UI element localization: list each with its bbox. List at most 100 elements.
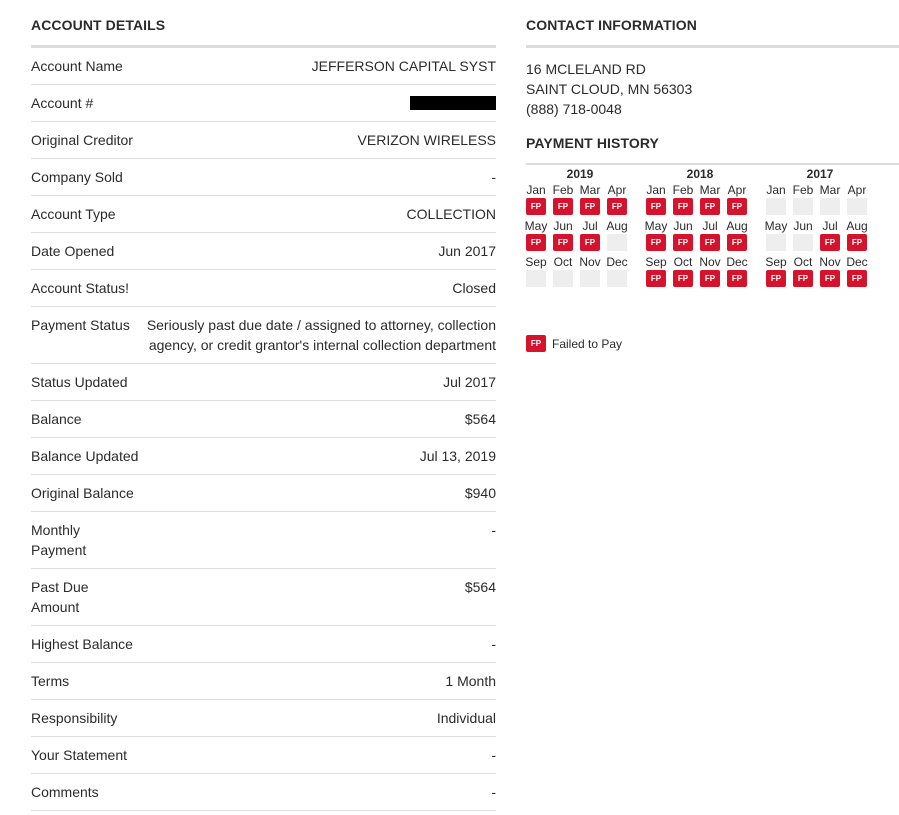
row-value: - (491, 747, 496, 763)
row-value: - (491, 522, 496, 538)
fp-badge: FP (553, 198, 573, 215)
row-value: Jun 2017 (438, 243, 496, 259)
row-label: Account Name (31, 58, 123, 74)
month-label: Dec (606, 255, 628, 269)
month-label: Nov (819, 255, 841, 269)
row-label: Highest Balance (31, 636, 133, 652)
empty-month-cell (553, 270, 573, 287)
fp-badge: FP (700, 198, 720, 215)
fp-badge: FP (793, 270, 813, 287)
fp-badge: FP (553, 234, 573, 251)
fp-badge: FP (847, 234, 867, 251)
legend-fp-badge: FP (526, 335, 546, 352)
month-label: Jul (582, 219, 598, 233)
fp-badge: FP (580, 198, 600, 215)
address-line-2: SAINT CLOUD, MN 56303 (526, 81, 693, 97)
month-label: May (644, 219, 668, 233)
row-value: Individual (436, 710, 496, 726)
fp-badge: FP (700, 270, 720, 287)
table-row: Payment Status Seriously past due date /… (31, 307, 496, 364)
row-label: Past Due Amount (31, 579, 89, 615)
row-label: Original Balance (31, 485, 134, 501)
month-label: Mar (819, 183, 841, 197)
empty-month-cell (526, 270, 546, 287)
row-value: 1 Month (445, 673, 496, 689)
month-label: Jan (646, 183, 666, 197)
month-label: May (524, 219, 548, 233)
table-row: Past Due Amount $564 (31, 569, 496, 626)
month-label: Jul (702, 219, 718, 233)
row-value: Jul 2017 (443, 374, 496, 390)
year-label: 2017 (806, 167, 834, 181)
payment-history-legend: FP Failed to Pay (526, 335, 622, 352)
fp-badge: FP (646, 198, 666, 215)
row-label: Monthly Payment (31, 522, 87, 558)
fp-badge: FP (727, 270, 747, 287)
fp-badge: FP (580, 234, 600, 251)
row-label: Status Updated (31, 374, 128, 390)
month-label: Oct (553, 255, 573, 269)
fp-badge: FP (673, 270, 693, 287)
table-row: Account # (31, 85, 496, 122)
year-block: 2017 Jan Feb Mar Apr May Jun Jul Aug FP FP Sep Oct No… (765, 166, 874, 290)
month-label: May (764, 219, 788, 233)
month-label: Mar (699, 183, 721, 197)
empty-month-cell (607, 270, 627, 287)
phone-number: (888) 718-0048 (526, 101, 622, 117)
table-row: Balance $564 (31, 401, 496, 438)
empty-month-cell (820, 198, 840, 215)
month-label: Oct (673, 255, 693, 269)
fp-badge: FP (766, 270, 786, 287)
table-row: Account Status! Closed (31, 270, 496, 307)
empty-month-cell (847, 198, 867, 215)
fp-badge: FP (526, 234, 546, 251)
month-label: Sep (765, 255, 787, 269)
fp-badge: FP (820, 270, 840, 287)
section-divider (526, 45, 899, 48)
row-label: Company Sold (31, 169, 123, 185)
table-row: Your Statement - (31, 737, 496, 774)
fp-badge: FP (673, 198, 693, 215)
empty-month-cell (766, 234, 786, 251)
address-line-1: 16 MCLELAND RD (526, 61, 646, 77)
empty-month-cell (607, 234, 627, 251)
fp-badge: FP (646, 270, 666, 287)
empty-month-cell (766, 198, 786, 215)
table-row: Highest Balance - (31, 626, 496, 663)
row-value: COLLECTION (406, 206, 496, 222)
row-label: Responsibility (31, 710, 118, 726)
fp-badge: FP (526, 198, 546, 215)
row-label: Comments (31, 784, 99, 800)
month-label: Mar (579, 183, 601, 197)
month-label: Jun (553, 219, 573, 233)
month-label: Jun (673, 219, 693, 233)
row-value: - (491, 636, 496, 652)
fp-badge: FP (700, 234, 720, 251)
table-row: Status Updated Jul 2017 (31, 364, 496, 401)
row-label: Account # (31, 95, 94, 111)
row-value: $564 (464, 579, 496, 595)
month-label: Feb (552, 183, 574, 197)
month-label: Jun (793, 219, 813, 233)
row-value: JEFFERSON CAPITAL SYST (311, 58, 496, 74)
payment-history-title: PAYMENT HISTORY (526, 135, 659, 151)
table-row: Balance Updated Jul 13, 2019 (31, 438, 496, 475)
year-block: 2018 Jan Feb Mar Apr FP FP FP FP May Jun Jul Aug FP FP… (645, 166, 754, 290)
row-value: - (491, 784, 496, 800)
fp-badge: FP (847, 270, 867, 287)
contact-information-title: CONTACT INFORMATION (526, 17, 697, 33)
account-details-table: Account Name JEFFERSON CAPITAL SYST Acco… (31, 48, 496, 811)
month-label: Jul (822, 219, 838, 233)
empty-month-cell (793, 234, 813, 251)
row-label: Payment Status (31, 317, 130, 333)
month-label: Sep (645, 255, 667, 269)
row-label: Balance (31, 411, 82, 427)
fp-badge: FP (646, 234, 666, 251)
table-row: Comments - (31, 774, 496, 811)
month-label: Oct (793, 255, 813, 269)
year-label: 2019 (566, 167, 594, 181)
fp-badge: FP (820, 234, 840, 251)
fp-badge: FP (727, 198, 747, 215)
row-value: $940 (464, 485, 496, 501)
row-label: Your Statement (31, 747, 127, 763)
